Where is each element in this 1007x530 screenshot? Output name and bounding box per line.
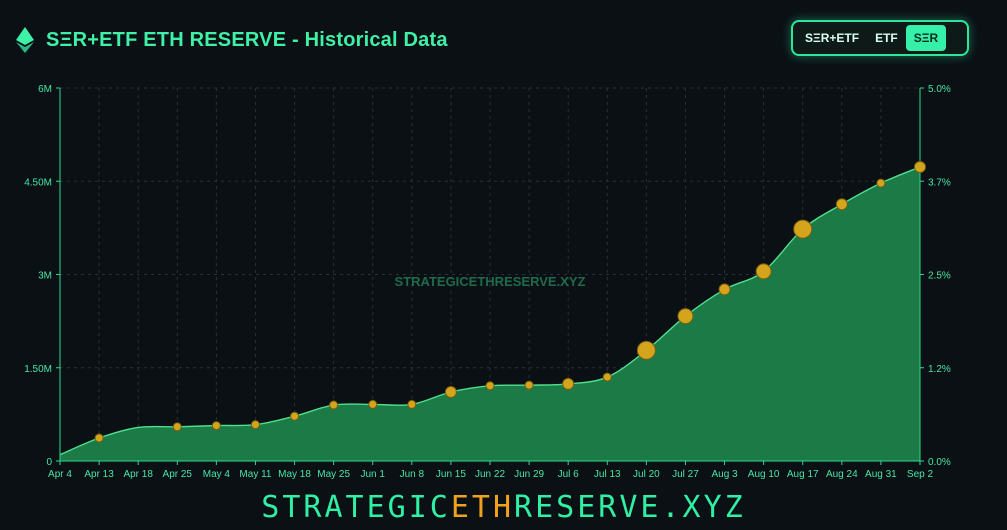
x-tick-label: Jul 20 bbox=[633, 469, 660, 480]
toggle-ser-etf-button[interactable]: SΞR+ETF bbox=[805, 31, 860, 45]
x-tick-label: Aug 3 bbox=[711, 469, 738, 480]
x-tick-label: Jun 15 bbox=[436, 469, 466, 480]
x-tick-label: Jul 13 bbox=[594, 469, 621, 480]
page-title: SΞR+ETF ETH RESERVE - Historical Data bbox=[46, 28, 448, 51]
data-point bbox=[524, 380, 534, 390]
data-point bbox=[407, 399, 417, 409]
toggle-ser-button[interactable]: SΞR bbox=[905, 25, 947, 51]
y-tick-label: 4.50M bbox=[24, 177, 52, 188]
data-point bbox=[562, 377, 575, 390]
x-tick-label: Aug 24 bbox=[826, 469, 858, 480]
data-point bbox=[835, 198, 848, 211]
data-point bbox=[94, 433, 104, 443]
y-tick-label: 1.50M bbox=[24, 364, 52, 375]
x-tick-label: Jul 27 bbox=[672, 469, 699, 480]
data-point bbox=[602, 372, 612, 382]
data-point bbox=[172, 422, 182, 432]
x-tick-label: Aug 10 bbox=[748, 469, 780, 480]
data-point bbox=[368, 399, 378, 409]
footer-brand-pre: STRATEGIC bbox=[261, 490, 451, 525]
data-point bbox=[914, 160, 926, 173]
y2-tick-label: 2.5% bbox=[928, 271, 951, 282]
y2-tick-label: 5.0% bbox=[928, 84, 951, 95]
data-point bbox=[876, 178, 886, 188]
x-tick-label: Jul 6 bbox=[558, 469, 580, 480]
data-point bbox=[211, 421, 221, 431]
dataset-toggle: SΞR+ETF ETF SΞR bbox=[791, 20, 969, 56]
data-point bbox=[677, 308, 694, 325]
x-tick-label: May 11 bbox=[239, 469, 271, 480]
x-tick-label: May 25 bbox=[317, 469, 350, 480]
footer-brand: STRATEGICETHRESERVE.XYZ bbox=[0, 490, 1007, 525]
data-point bbox=[290, 411, 300, 421]
y2-tick-label: 3.7% bbox=[928, 177, 951, 188]
x-tick-label: Jun 1 bbox=[360, 469, 385, 480]
x-tick-label: Jun 8 bbox=[400, 469, 425, 480]
x-tick-label: Apr 13 bbox=[84, 469, 114, 480]
area-fill bbox=[60, 166, 920, 461]
data-point bbox=[485, 381, 495, 391]
data-point bbox=[444, 385, 457, 398]
footer-brand-post: RESERVE.XYZ bbox=[514, 490, 746, 525]
data-point bbox=[718, 283, 731, 296]
x-tick-label: Jun 29 bbox=[514, 469, 544, 480]
data-point bbox=[329, 400, 339, 410]
y2-tick-label: 0.0% bbox=[928, 457, 951, 468]
y-tick-label: 0 bbox=[46, 457, 52, 468]
x-tick-label: Apr 25 bbox=[163, 469, 193, 480]
data-point bbox=[250, 420, 260, 430]
x-tick-label: Sep 2 bbox=[907, 469, 934, 480]
x-tick-label: May 18 bbox=[278, 469, 311, 480]
toggle-etf-button[interactable]: ETF bbox=[875, 31, 898, 45]
x-tick-label: Apr 18 bbox=[123, 469, 153, 480]
data-point bbox=[793, 219, 813, 239]
data-point bbox=[755, 263, 772, 280]
y2-tick-label: 1.2% bbox=[928, 364, 951, 375]
ethereum-icon bbox=[16, 27, 34, 53]
x-tick-label: Apr 4 bbox=[48, 469, 72, 480]
y-tick-label: 3M bbox=[38, 271, 52, 282]
x-tick-label: Jun 22 bbox=[475, 469, 505, 480]
footer-brand-highlight: ETH bbox=[450, 490, 515, 525]
header: SΞR+ETF ETH RESERVE - Historical Data bbox=[16, 24, 448, 56]
y-tick-label: 6M bbox=[38, 84, 52, 95]
x-tick-label: Aug 17 bbox=[787, 469, 819, 480]
x-tick-label: Aug 31 bbox=[865, 469, 897, 480]
x-tick-label: May 4 bbox=[203, 469, 231, 480]
data-point bbox=[636, 340, 656, 360]
watermark-text: STRATEGICETHRESERVE.XYZ bbox=[395, 274, 586, 289]
